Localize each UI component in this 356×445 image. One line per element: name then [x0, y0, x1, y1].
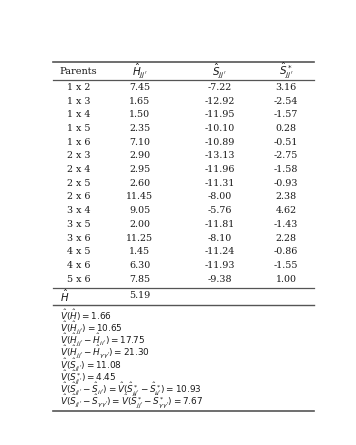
Text: -1.57: -1.57	[274, 110, 298, 119]
Text: $\hat{H}$: $\hat{H}$	[60, 287, 69, 304]
Text: 2 x 4: 2 x 4	[67, 165, 91, 174]
Text: -7.22: -7.22	[208, 83, 232, 92]
Text: 3.16: 3.16	[275, 83, 297, 92]
Text: -1.58: -1.58	[274, 165, 298, 174]
Text: 4 x 5: 4 x 5	[67, 247, 91, 256]
Text: -13.13: -13.13	[204, 151, 235, 160]
Text: 1.00: 1.00	[276, 275, 297, 284]
Text: 1 x 6: 1 x 6	[67, 138, 91, 147]
Text: -11.96: -11.96	[204, 165, 235, 174]
Text: 2.90: 2.90	[129, 151, 150, 160]
Text: $\hat{V}(\hat{H}_{jj'}) = 10.65$: $\hat{V}(\hat{H}_{jj'}) = 10.65$	[60, 319, 122, 336]
Text: $\hat{S}_{jj'}$: $\hat{S}_{jj'}$	[213, 61, 227, 80]
Text: 4.62: 4.62	[275, 206, 297, 215]
Text: 7.85: 7.85	[129, 275, 150, 284]
Text: 2.00: 2.00	[129, 220, 150, 229]
Text: 1 x 5: 1 x 5	[67, 124, 91, 133]
Text: $\hat{H}_{jj'}$: $\hat{H}_{jj'}$	[132, 61, 148, 80]
Text: 11.45: 11.45	[126, 193, 153, 202]
Text: -0.51: -0.51	[274, 138, 298, 147]
Text: $\hat{V}(\hat{S}_{jj'} - \hat{S}_{\gamma\gamma'}) = \hat{V}(\hat{S}^*_{jj'} - \h: $\hat{V}(\hat{S}_{jj'} - \hat{S}_{\gamma…	[60, 392, 203, 410]
Text: -0.93: -0.93	[274, 179, 298, 188]
Text: 0.28: 0.28	[276, 124, 297, 133]
Text: -0.86: -0.86	[274, 247, 298, 256]
Text: -1.43: -1.43	[274, 220, 298, 229]
Text: -11.95: -11.95	[204, 110, 235, 119]
Text: 1 x 2: 1 x 2	[67, 83, 91, 92]
Text: 4 x 6: 4 x 6	[67, 261, 91, 270]
Text: 3 x 4: 3 x 4	[67, 206, 91, 215]
Text: 1.65: 1.65	[129, 97, 150, 105]
Text: 5 x 6: 5 x 6	[67, 275, 91, 284]
Text: 1.45: 1.45	[129, 247, 150, 256]
Text: -2.75: -2.75	[274, 151, 298, 160]
Text: 5.19: 5.19	[129, 291, 150, 300]
Text: -11.93: -11.93	[204, 261, 235, 270]
Text: -2.54: -2.54	[274, 97, 298, 105]
Text: -11.81: -11.81	[205, 220, 235, 229]
Text: -12.92: -12.92	[204, 97, 235, 105]
Text: 1.50: 1.50	[129, 110, 150, 119]
Text: -10.10: -10.10	[205, 124, 235, 133]
Text: 11.25: 11.25	[126, 234, 153, 243]
Text: -5.76: -5.76	[208, 206, 232, 215]
Text: -8.00: -8.00	[208, 193, 232, 202]
Text: Parents: Parents	[60, 67, 97, 76]
Text: 9.05: 9.05	[129, 206, 150, 215]
Text: 2 x 6: 2 x 6	[67, 193, 91, 202]
Text: $\hat{V}(\hat{H}) = 1.66$: $\hat{V}(\hat{H}) = 1.66$	[60, 307, 111, 323]
Text: -1.55: -1.55	[274, 261, 298, 270]
Text: 2.35: 2.35	[129, 124, 150, 133]
Text: -11.31: -11.31	[204, 179, 235, 188]
Text: 6.30: 6.30	[129, 261, 150, 270]
Text: -11.24: -11.24	[205, 247, 235, 256]
Text: -8.10: -8.10	[208, 234, 232, 243]
Text: 1 x 4: 1 x 4	[67, 110, 91, 119]
Text: 2.95: 2.95	[129, 165, 150, 174]
Text: 2.28: 2.28	[276, 234, 297, 243]
Text: 7.45: 7.45	[129, 83, 150, 92]
Text: $\hat{V}(\hat{H}_{jj'} - \hat{H}_{\gamma\gamma'}) = 21.30$: $\hat{V}(\hat{H}_{jj'} - \hat{H}_{\gamma…	[60, 344, 150, 360]
Text: $\hat{S}^*_{jj'}$: $\hat{S}^*_{jj'}$	[279, 61, 293, 81]
Text: 3 x 6: 3 x 6	[67, 234, 91, 243]
Text: 2.38: 2.38	[275, 193, 297, 202]
Text: $\hat{V}(\hat{S}_{jj'}) = 11.08$: $\hat{V}(\hat{S}_{jj'}) = 11.08$	[60, 356, 122, 373]
Text: 2.60: 2.60	[129, 179, 150, 188]
Text: $\hat{V}(\hat{S}^*_{jj'}) = 4.45$: $\hat{V}(\hat{S}^*_{jj'}) = 4.45$	[60, 368, 116, 385]
Text: $\hat{V}(\hat{H}_{jj'} - \hat{H}_{ii'}) = 17.75$: $\hat{V}(\hat{H}_{jj'} - \hat{H}_{ii'}) …	[60, 332, 145, 348]
Text: -10.89: -10.89	[204, 138, 235, 147]
Text: 2 x 5: 2 x 5	[67, 179, 91, 188]
Text: $\hat{V}(\hat{S}_{jj'} - \hat{S}_{ii'}) = \hat{V}(\hat{S}^*_{jj'} - \hat{S}^*_{i: $\hat{V}(\hat{S}_{jj'} - \hat{S}_{ii'}) …	[60, 380, 201, 398]
Text: 7.10: 7.10	[129, 138, 150, 147]
Text: -9.38: -9.38	[208, 275, 232, 284]
Text: 2 x 3: 2 x 3	[67, 151, 91, 160]
Text: 1 x 3: 1 x 3	[67, 97, 91, 105]
Text: 3 x 5: 3 x 5	[67, 220, 91, 229]
